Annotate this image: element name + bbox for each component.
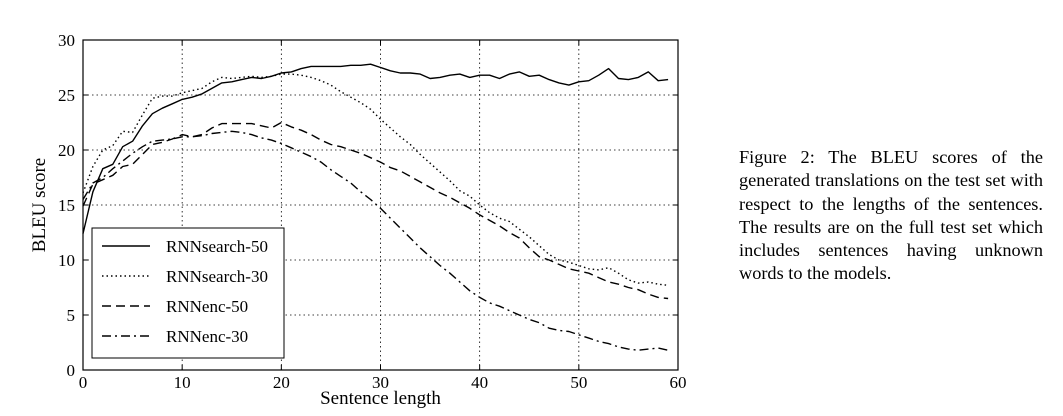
x-tick-label: 0 [79,373,88,392]
y-tick-label: 20 [58,141,75,160]
legend-label: RNNsearch-50 [166,237,268,256]
x-tick-label: 50 [570,373,587,392]
legend: RNNsearch-50 RNNsearch-30 RNNenc-50 RNNenc-… [91,227,285,359]
figure-caption: Figure 2: The BLEU scores of the generat… [739,147,1043,284]
x-tick-label: 10 [174,373,191,392]
x-tick-label: 60 [670,373,687,392]
series-line-rnnsearch-50 [82,63,669,234]
legend-label: RNNenc-50 [166,297,248,316]
y-tick-label: 5 [67,306,76,325]
bleu-line-chart: 0 10 20 30 40 50 60 0 5 10 15 20 25 30 Sentence lengt… [29,31,687,409]
legend-label: RNNenc-30 [166,327,248,346]
y-tick-label: 25 [58,86,75,105]
x-tick-label: 40 [471,373,488,392]
x-axis-label: Sentence length [320,388,441,409]
series-lines [82,63,669,351]
x-tick-label: 20 [273,373,290,392]
series-line-rnnenc-30 [82,130,669,351]
series-line-rnnenc-50 [82,121,669,300]
series-line-rnnsearch-30 [82,73,669,286]
y-tick-label: 10 [58,251,75,270]
legend-label: RNNsearch-30 [166,267,268,286]
x-tick-label: 30 [372,373,389,392]
y-tick-label: 15 [58,196,75,215]
y-axis-label: BLEU score [29,158,50,252]
y-tick-label: 0 [67,361,76,380]
axis-ticks: 0 10 20 30 40 50 60 0 5 10 15 20 25 30 [58,31,687,392]
y-tick-label: 30 [58,31,75,50]
